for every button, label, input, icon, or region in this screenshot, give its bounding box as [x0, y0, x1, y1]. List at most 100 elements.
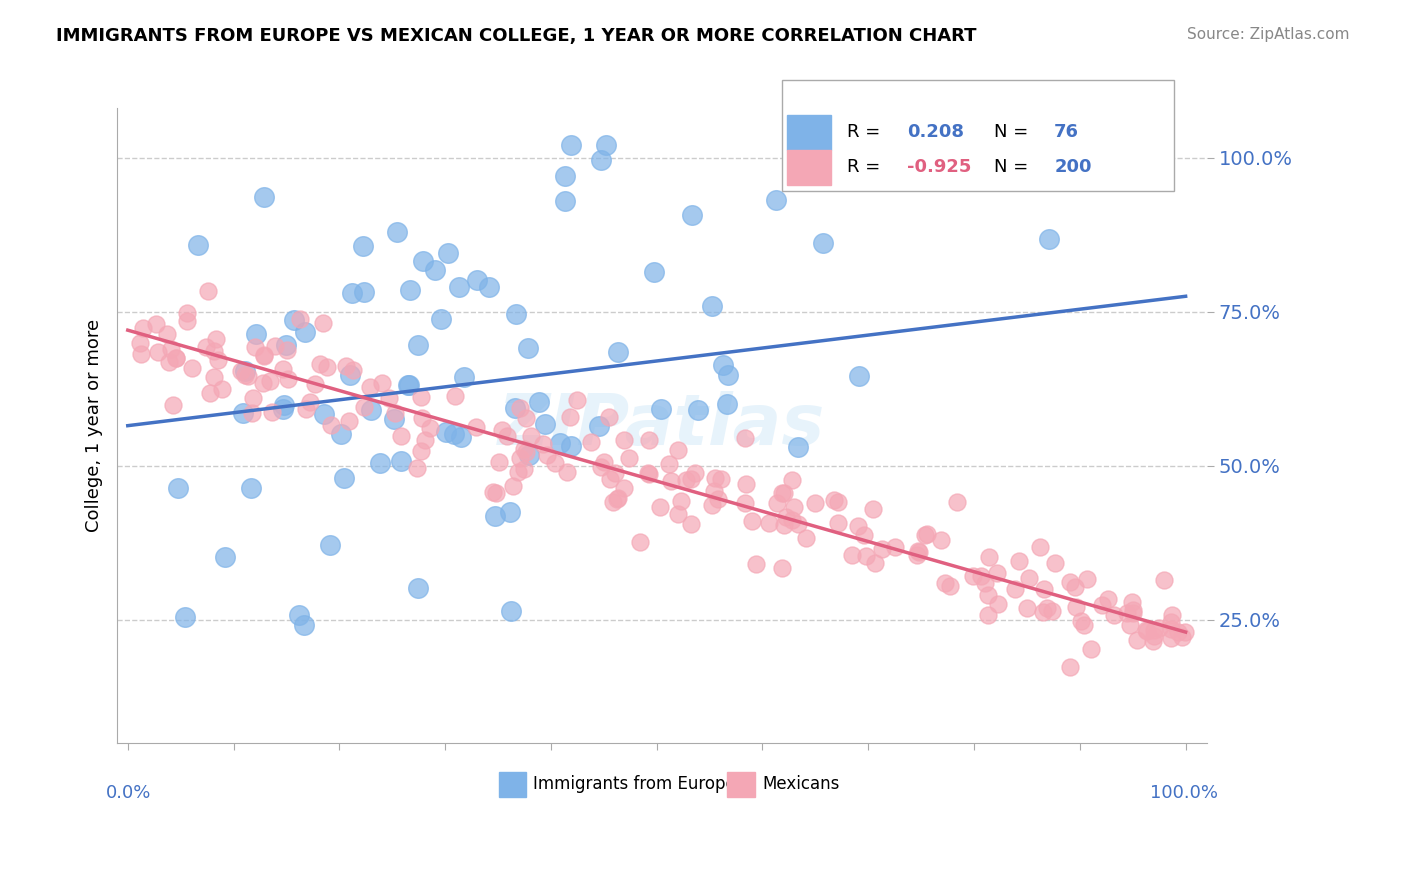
Point	[661, 474, 683, 488]
Point	[252, 376, 274, 391]
Point	[231, 364, 253, 378]
Text: 0.0%: 0.0%	[107, 784, 152, 802]
Point	[509, 451, 531, 466]
Point	[360, 403, 382, 417]
Point	[519, 429, 541, 443]
Point	[253, 349, 276, 363]
Point	[412, 253, 434, 268]
Point	[389, 454, 412, 468]
Point	[599, 472, 621, 486]
Point	[155, 327, 177, 342]
Point	[939, 579, 962, 593]
Point	[934, 576, 956, 591]
Point	[976, 607, 998, 622]
Point	[1122, 603, 1144, 617]
Text: 200: 200	[1054, 159, 1091, 177]
Point	[704, 470, 727, 484]
Point	[1066, 599, 1088, 614]
Point	[589, 460, 612, 475]
Point	[969, 569, 991, 583]
Point	[1070, 614, 1092, 628]
Text: R =: R =	[848, 159, 886, 177]
Point	[271, 401, 294, 416]
Point	[411, 411, 433, 425]
Point	[253, 190, 276, 204]
Point	[827, 516, 849, 530]
FancyBboxPatch shape	[499, 772, 526, 797]
Point	[160, 342, 183, 356]
Point	[447, 280, 470, 294]
Point	[669, 494, 692, 508]
Point	[707, 491, 730, 506]
Point	[976, 588, 998, 602]
Point	[382, 412, 405, 426]
Text: Mexicans: Mexicans	[762, 775, 839, 793]
Point	[378, 391, 401, 405]
Point	[827, 495, 849, 509]
Point	[977, 549, 1000, 564]
Point	[710, 472, 733, 486]
Point	[1076, 572, 1098, 586]
Point	[406, 582, 429, 596]
Point	[1063, 581, 1085, 595]
Point	[368, 456, 391, 470]
Point	[263, 339, 285, 353]
Point	[276, 343, 298, 357]
Point	[444, 389, 467, 403]
Point	[862, 501, 884, 516]
Point	[536, 448, 558, 462]
Point	[786, 516, 808, 531]
Point	[409, 390, 432, 404]
Point	[1142, 633, 1164, 648]
Point	[485, 485, 508, 500]
Point	[872, 542, 894, 557]
Point	[260, 404, 283, 418]
Point	[166, 481, 188, 495]
Point	[157, 355, 180, 369]
Point	[387, 225, 409, 239]
Point	[848, 368, 870, 383]
Point	[637, 466, 659, 480]
Point	[643, 265, 665, 279]
Point	[612, 481, 634, 495]
Point	[304, 376, 326, 391]
Point	[413, 433, 436, 447]
Text: ZIPatlas: ZIPatlas	[498, 392, 825, 460]
Point	[987, 597, 1010, 611]
Point	[1029, 540, 1052, 554]
Point	[295, 401, 318, 416]
Point	[823, 493, 845, 508]
FancyBboxPatch shape	[787, 150, 831, 185]
Point	[962, 568, 984, 582]
Point	[464, 420, 486, 434]
Point	[548, 435, 571, 450]
Point	[187, 238, 209, 252]
Point	[434, 425, 457, 439]
Point	[512, 462, 534, 476]
Point	[863, 557, 886, 571]
Point	[607, 344, 630, 359]
Point	[650, 500, 672, 515]
Point	[1018, 570, 1040, 584]
Point	[148, 345, 170, 359]
Point	[613, 433, 636, 447]
Point	[1031, 605, 1053, 619]
Point	[205, 332, 228, 346]
Point	[353, 400, 375, 414]
Point	[775, 509, 797, 524]
Point	[495, 429, 517, 443]
Point	[554, 194, 576, 208]
Point	[711, 358, 734, 372]
Point	[560, 138, 582, 153]
Point	[905, 548, 928, 562]
Point	[245, 340, 267, 354]
Point	[658, 457, 681, 471]
Point	[128, 336, 150, 351]
Point	[780, 513, 803, 527]
Point	[197, 284, 219, 298]
Point	[602, 495, 624, 509]
Point	[1097, 592, 1119, 607]
Point	[1080, 641, 1102, 656]
Point	[240, 406, 263, 420]
Point	[607, 491, 630, 506]
